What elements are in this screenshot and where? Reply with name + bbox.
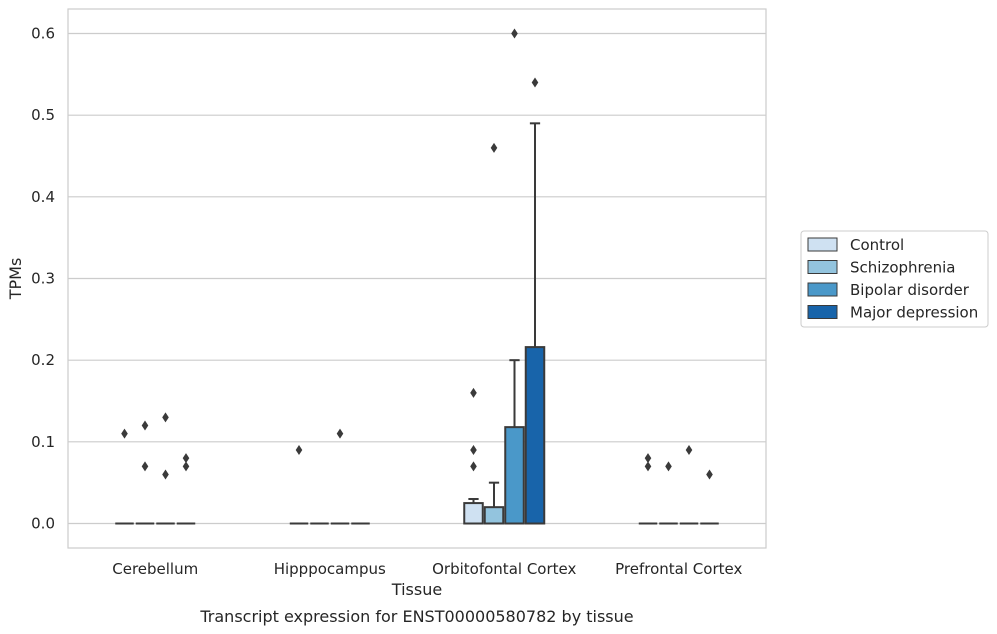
box-control	[289, 445, 309, 525]
box-bipolar-disorder	[504, 28, 525, 525]
box-major-depression	[700, 469, 719, 525]
y-tick-label: 0.1	[31, 433, 55, 451]
box-control	[638, 453, 658, 525]
outlier-point	[644, 461, 652, 472]
legend-swatch	[807, 237, 838, 252]
legend-label: Control	[850, 236, 904, 254]
box-bipolar-disorder	[156, 412, 175, 525]
outlier-point	[295, 445, 303, 455]
box-schizophrenia	[659, 461, 678, 525]
outlier-point	[470, 445, 477, 455]
outlier-point	[685, 445, 693, 455]
outlier-point	[121, 428, 128, 439]
box-schizophrenia	[135, 420, 155, 525]
x-axis-title: Tissue	[391, 580, 442, 599]
box-bipolar-disorder	[330, 428, 350, 525]
box-major-depression	[524, 77, 546, 525]
legend-frame	[800, 230, 989, 328]
outlier-point	[162, 469, 169, 480]
outlier-point	[531, 77, 539, 88]
outlier-point	[336, 428, 344, 439]
x-tick-labels: Cerebellum Hipppocampus Orbitofontal Corte…	[112, 560, 742, 578]
box-control	[463, 387, 484, 525]
outlier-point	[470, 461, 477, 472]
outlier-point	[162, 412, 169, 423]
box-schizophrenia	[483, 142, 505, 525]
outlier-point	[706, 469, 713, 480]
outlier-point	[182, 453, 190, 464]
y-tick-label: 0.6	[31, 25, 55, 43]
outlier-point	[182, 461, 190, 472]
x-tick-label: Orbitofontal Cortex	[432, 560, 576, 578]
outlier-point	[470, 387, 477, 398]
y-tick-label: 0.2	[31, 351, 55, 369]
x-tick-label: Cerebellum	[112, 560, 198, 578]
y-tick-label: 0.3	[31, 270, 55, 288]
outlier-point	[141, 461, 149, 472]
x-tick-label: Prefrontal Cortex	[615, 560, 742, 578]
plot-area-frame	[67, 8, 767, 549]
box-body	[483, 506, 505, 525]
box-major-depression	[176, 453, 196, 525]
legend-swatch	[807, 260, 838, 274]
chart-caption: Transcript expression for ENST0000058078…	[199, 607, 633, 626]
outlier-point	[665, 461, 672, 472]
box-control	[115, 428, 134, 525]
outlier-point	[141, 420, 149, 431]
legend: Control Schizophrenia Bipolar disorder Majo…	[800, 230, 989, 328]
box-body	[524, 346, 546, 525]
outlier-point	[490, 142, 498, 153]
outlier-point	[644, 453, 652, 464]
box-bipolar-disorder	[679, 445, 699, 525]
outlier-point	[511, 28, 518, 39]
y-tick-labels: 0.0 0.1 0.2 0.3 0.4 0.5 0.6	[31, 25, 55, 533]
legend-swatch	[807, 282, 838, 297]
y-tick-label: 0.5	[31, 106, 55, 124]
box-body	[463, 502, 484, 525]
legend-label: Major depression	[850, 304, 978, 322]
legend-label: Schizophrenia	[850, 259, 955, 277]
y-tick-label: 0.4	[31, 188, 55, 206]
boxes	[115, 28, 719, 525]
legend-label: Bipolar disorder	[850, 281, 970, 299]
y-tick-label: 0.0	[31, 515, 55, 533]
gridlines	[68, 32, 766, 525]
y-axis-title: TPMs	[6, 258, 25, 301]
x-tick-label: Hipppocampus	[274, 560, 386, 578]
box-body	[504, 426, 525, 525]
legend-swatch	[807, 305, 838, 319]
